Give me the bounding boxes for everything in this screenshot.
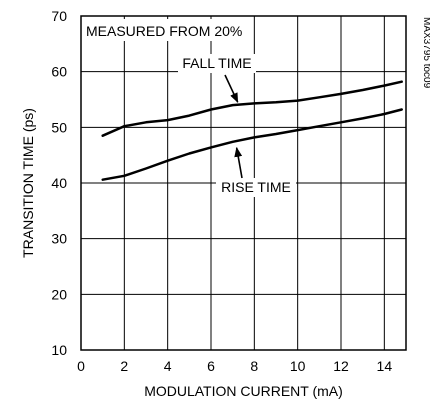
- y-tick-label: 60: [51, 64, 67, 80]
- x-tick-label: 2: [120, 358, 128, 374]
- measured-label-bg: [83, 19, 247, 41]
- rise-time-arrow: [234, 146, 243, 179]
- plot-frame: [80, 15, 407, 351]
- y-tick-label: 70: [51, 8, 67, 24]
- x-tick-label: 10: [290, 358, 306, 374]
- x-tick-label: 0: [77, 358, 85, 374]
- fall-time-arrow: [224, 74, 239, 103]
- figure-code: MAX3795 toc09: [421, 17, 430, 89]
- x-tick-label: 8: [250, 358, 258, 374]
- y-tick-label: 20: [51, 286, 67, 302]
- x-tick-label: 4: [164, 358, 172, 374]
- fall-time-label: FALL TIME: [182, 55, 251, 71]
- series-layer: [101, 80, 403, 181]
- y-tick-label: 30: [51, 231, 67, 247]
- fall-time-line: [101, 80, 403, 137]
- y-tick-label: 50: [51, 119, 67, 135]
- fall-label-bg: [178, 54, 256, 73]
- tick-labels: 0 2 4 6 8 10 12 14 10 20 30 40 50 60 70: [51, 8, 392, 374]
- y-axis-label: TRANSITION TIME (ps): [20, 108, 36, 258]
- rise-time-line: [101, 108, 403, 181]
- annotation-layer: MEASURED FROM 20% FALL TIME RISE TIME: [83, 19, 296, 197]
- x-tick-label: 14: [377, 358, 393, 374]
- measured-from-label: MEASURED FROM 20%: [86, 23, 242, 39]
- y-tick-label: 40: [51, 175, 67, 191]
- x-axis-label: MODULATION CURRENT (mA): [144, 383, 343, 399]
- x-tick-label: 12: [333, 358, 349, 374]
- x-tick-label: 6: [207, 358, 215, 374]
- rise-time-label: RISE TIME: [221, 179, 291, 195]
- y-tick-label: 10: [51, 342, 67, 358]
- rise-label-bg: [216, 178, 296, 197]
